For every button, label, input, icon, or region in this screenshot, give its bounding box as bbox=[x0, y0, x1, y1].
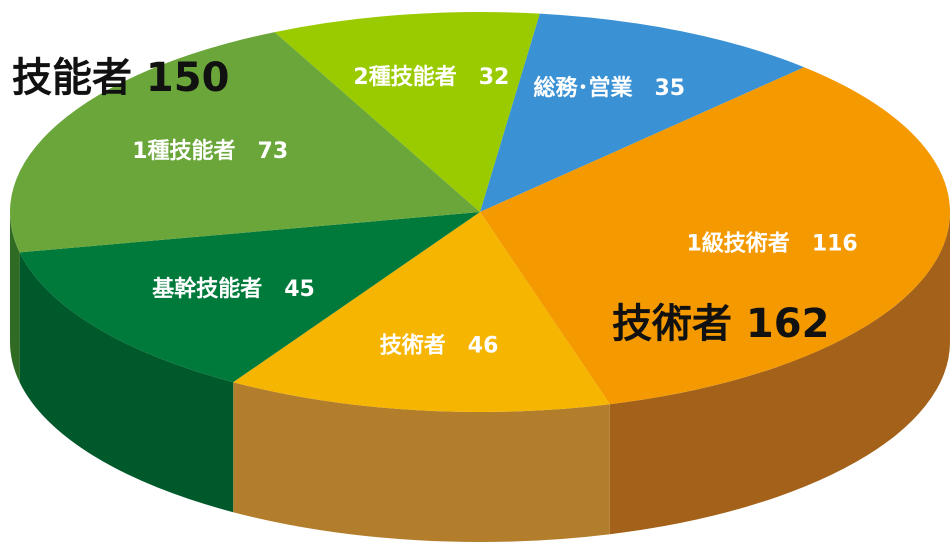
slice-side bbox=[609, 212, 950, 535]
slice-value: 116 bbox=[812, 231, 858, 256]
slice-label: 1級技術者 116 bbox=[687, 230, 858, 256]
slice bbox=[480, 67, 950, 405]
slice bbox=[9, 32, 480, 253]
slice-label: 1種技能者 73 bbox=[132, 138, 288, 164]
slice-value: 45 bbox=[284, 277, 315, 302]
slice-side bbox=[19, 252, 234, 513]
group-annotation: 技術者 162 bbox=[612, 301, 829, 347]
slice-label: 総務･営業 35 bbox=[533, 75, 685, 101]
slice-side bbox=[233, 382, 610, 542]
slice bbox=[480, 13, 805, 213]
slice-category: 1級技術者 bbox=[687, 230, 790, 256]
slice-category: 2種技能者 bbox=[353, 64, 456, 90]
group-annotation: 技能者 150 bbox=[12, 55, 229, 101]
slice-value: 32 bbox=[479, 65, 510, 90]
slice-label: 2種技能者 32 bbox=[353, 64, 509, 90]
slice-label: 基幹技能者 45 bbox=[152, 276, 315, 302]
slice-value: 46 bbox=[468, 334, 499, 359]
slice-category: 総務･営業 bbox=[533, 75, 633, 101]
slice bbox=[19, 212, 480, 383]
slice-value: 73 bbox=[258, 139, 289, 164]
slice-label: 技術者 46 bbox=[380, 333, 499, 359]
slice-category: 技術者 bbox=[380, 333, 446, 359]
slice-category: 1種技能者 bbox=[132, 138, 235, 164]
slice-category: 基幹技能者 bbox=[152, 276, 262, 302]
slice-side bbox=[10, 212, 20, 383]
slice bbox=[274, 11, 540, 212]
slice-value: 35 bbox=[654, 76, 685, 101]
slice bbox=[233, 212, 610, 412]
